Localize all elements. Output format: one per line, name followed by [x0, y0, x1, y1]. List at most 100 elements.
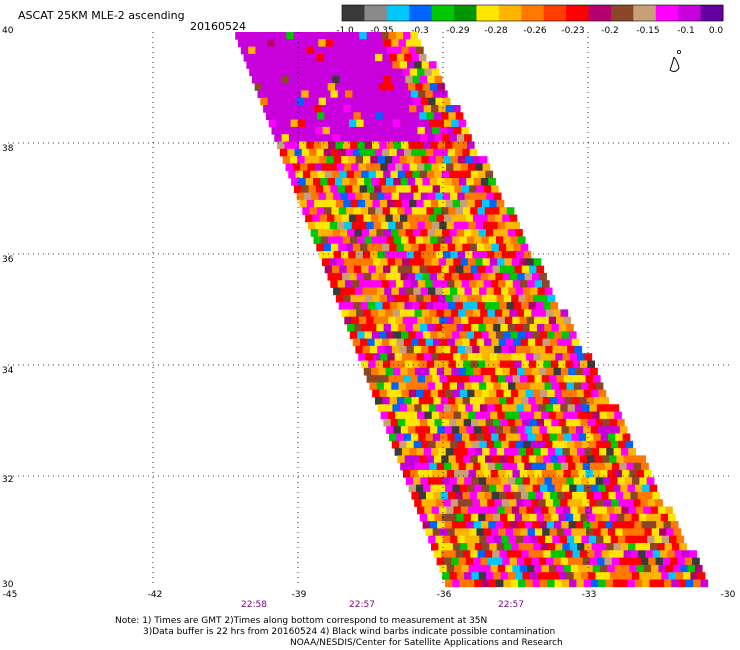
wind-cell — [346, 265, 355, 274]
wind-cell — [441, 265, 450, 274]
wind-cell — [365, 199, 373, 208]
wind-cell — [398, 229, 406, 237]
wind-cell — [410, 90, 419, 99]
wind-cell — [429, 214, 437, 223]
wind-cell — [560, 367, 569, 376]
wind-cell — [470, 550, 478, 558]
wind-cell — [654, 535, 663, 544]
wind-cell — [552, 345, 561, 354]
wind-cell — [634, 579, 643, 588]
wind-cell — [478, 418, 486, 427]
wind-cell — [399, 97, 407, 106]
wind-cell — [439, 316, 447, 325]
wind-cell — [439, 280, 448, 288]
wind-cell — [550, 397, 558, 405]
wind-cell — [349, 83, 358, 91]
wind-cell — [365, 105, 373, 113]
wind-cell — [392, 61, 401, 69]
wind-cell — [454, 433, 463, 442]
wind-cell — [577, 353, 585, 361]
wind-cell — [375, 170, 384, 179]
wind-cell — [685, 579, 694, 588]
wind-cell — [602, 477, 611, 485]
wind-cell — [434, 265, 442, 274]
wind-cell — [419, 455, 427, 464]
wind-cell — [308, 90, 317, 99]
wind-cell — [446, 564, 455, 573]
wind-cell — [413, 134, 421, 142]
wind-cell — [541, 470, 550, 478]
wind-cell — [454, 564, 462, 573]
wind-cell — [598, 543, 607, 551]
wind-cell — [536, 550, 544, 558]
wind-cell — [590, 426, 599, 434]
wind-cell — [497, 470, 506, 478]
lat-label: 36 — [2, 255, 14, 265]
wind-cell — [565, 550, 573, 558]
wind-cell — [497, 258, 505, 266]
wind-cell — [413, 287, 422, 296]
wind-cell — [631, 455, 639, 464]
wind-cell — [391, 229, 399, 237]
wind-cell — [485, 229, 494, 237]
wind-cell — [439, 411, 447, 420]
wind-cell — [347, 97, 356, 106]
wind-cell — [526, 411, 535, 420]
wind-cell — [494, 214, 503, 223]
wind-cell — [504, 258, 513, 266]
wind-cell — [481, 521, 489, 529]
wind-cell — [607, 470, 616, 478]
wind-cell — [409, 163, 418, 172]
wind-cell — [403, 185, 412, 193]
wind-cell — [561, 579, 570, 588]
wind-cell — [286, 90, 295, 99]
wind-cell — [602, 572, 611, 580]
wind-cell — [419, 418, 428, 427]
wind-cell — [362, 345, 371, 354]
wind-cell — [446, 375, 455, 383]
wind-cell — [485, 513, 494, 522]
wind-cell — [564, 433, 572, 442]
wind-cell — [316, 148, 325, 157]
wind-cell — [516, 345, 524, 354]
wind-cell — [383, 324, 392, 332]
wind-cell — [424, 506, 432, 515]
wind-cell — [448, 455, 457, 464]
wind-cell — [537, 440, 546, 449]
wind-cell — [305, 178, 314, 186]
wind-cell — [473, 214, 481, 223]
wind-cell — [527, 375, 535, 383]
wind-cell — [390, 265, 399, 274]
wind-cell — [333, 156, 342, 164]
wind-cell — [406, 97, 414, 106]
wind-cell — [350, 141, 358, 150]
wind-cell — [478, 572, 487, 580]
wind-cell — [597, 426, 606, 434]
wind-cell — [409, 199, 417, 208]
wind-cell — [480, 309, 488, 318]
wind-cell — [620, 448, 629, 456]
wind-cell — [689, 550, 697, 558]
wind-cell — [557, 338, 565, 347]
wind-cell — [568, 557, 576, 566]
wind-cell — [574, 499, 583, 507]
lat-label: 38 — [2, 144, 14, 154]
wind-cell — [342, 83, 350, 91]
wind-cell — [507, 229, 516, 237]
wind-cell — [464, 229, 472, 237]
wind-cell — [421, 499, 430, 507]
wind-cell — [622, 433, 631, 442]
wind-cell — [423, 294, 432, 303]
wind-cell — [339, 170, 348, 179]
wind-cell — [537, 535, 546, 544]
wind-cell — [428, 535, 436, 544]
wind-cell — [415, 331, 424, 339]
wind-cell — [576, 484, 585, 493]
wind-cell — [494, 440, 502, 449]
wind-cell — [461, 221, 469, 230]
wind-cell — [433, 397, 442, 405]
wind-cell — [442, 535, 451, 544]
wind-cell — [281, 134, 290, 142]
wind-cell — [326, 97, 334, 106]
wind-cell — [528, 360, 537, 369]
